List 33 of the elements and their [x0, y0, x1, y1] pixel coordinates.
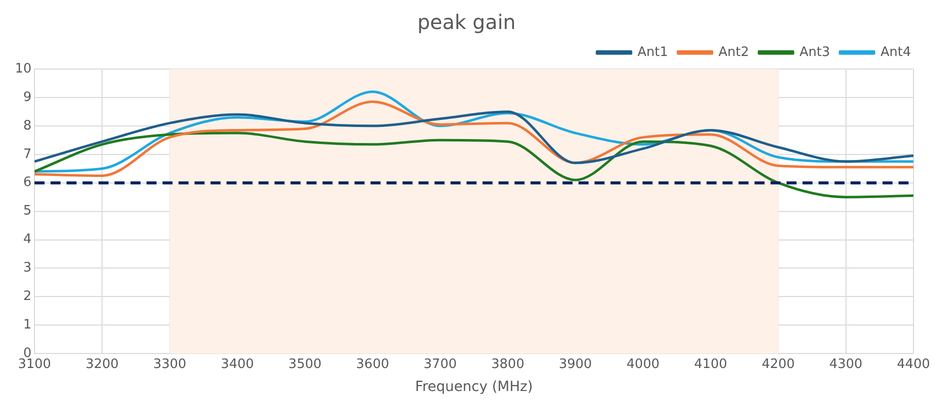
x-tick-label: 3600 — [356, 356, 390, 372]
x-tick-label: 4300 — [829, 356, 862, 372]
legend-label: Ant1 — [638, 44, 668, 60]
y-tick-label: 3 — [23, 260, 32, 276]
legend-label: Ant3 — [800, 44, 830, 60]
y-tick-label: 1 — [23, 318, 32, 333]
y-tick-label: 2 — [23, 289, 32, 304]
x-tick-label: 3700 — [424, 356, 457, 372]
line-series — [34, 132, 914, 198]
y-tick-label: 4 — [23, 232, 32, 248]
x-tick-label: 3500 — [288, 356, 322, 372]
x-tick-label: 3800 — [491, 356, 524, 372]
y-tick-label: 9 — [23, 90, 32, 105]
y-tick-label: 10 — [14, 61, 32, 76]
x-tick-label: 3400 — [220, 356, 254, 372]
x-tick-label: 4100 — [694, 356, 728, 372]
line-series — [34, 100, 914, 177]
x-tick-label: 4400 — [896, 356, 930, 372]
legend-label: Ant2 — [718, 44, 750, 60]
x-tick-label: 4000 — [626, 356, 660, 372]
x-tick-label: 4200 — [762, 356, 795, 372]
x-tick-label: 3200 — [86, 356, 119, 372]
legend-label: Ant4 — [880, 44, 912, 60]
chart-title: peak gain — [417, 10, 516, 34]
line-series — [34, 110, 914, 164]
x-axis-title: Frequency (MHz) — [415, 379, 533, 396]
x-tick-label: 3900 — [558, 356, 592, 372]
x-tick-label: 3300 — [153, 356, 186, 372]
x-tick-label: 3100 — [18, 356, 52, 372]
y-tick-label: 5 — [23, 204, 32, 219]
y-tick-label: 8 — [23, 118, 32, 134]
y-tick-label: 7 — [23, 146, 32, 162]
y-tick-label: 6 — [23, 175, 32, 190]
